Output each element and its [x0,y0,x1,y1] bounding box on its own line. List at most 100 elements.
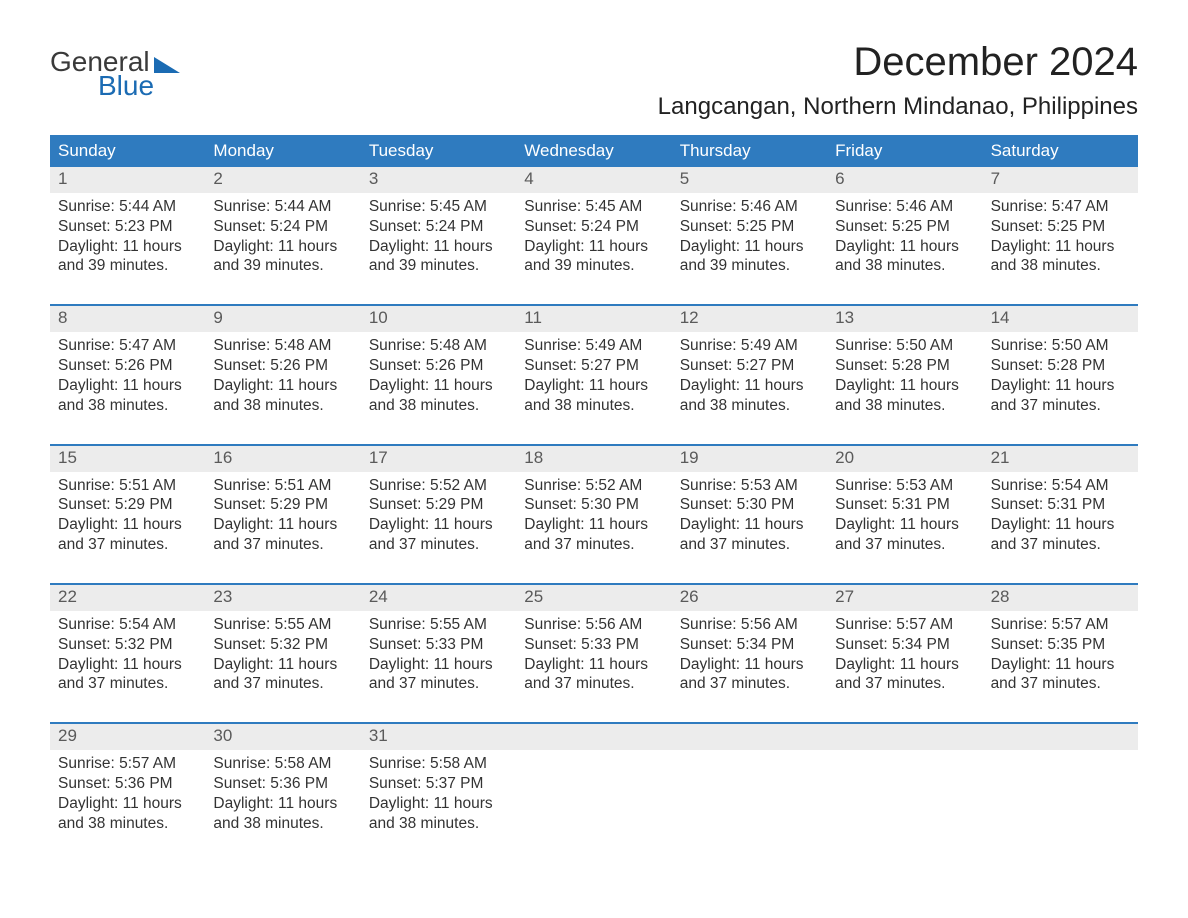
sunrise-line: Sunrise: 5:49 AM [680,336,819,356]
sunrise-line: Sunrise: 5:47 AM [58,336,197,356]
sunrise-line: Sunrise: 5:49 AM [524,336,663,356]
sunset-line: Sunset: 5:32 PM [58,635,197,655]
sunset-line: Sunset: 5:33 PM [369,635,508,655]
sunset-line: Sunset: 5:25 PM [835,217,974,237]
day-cell: Sunrise: 5:52 AMSunset: 5:30 PMDaylight:… [516,472,671,583]
day-cell: Sunrise: 5:56 AMSunset: 5:34 PMDaylight:… [672,611,827,722]
day-number: 1 [50,167,205,193]
day-cell [672,750,827,861]
daylight-line: Daylight: 11 hoursand 39 minutes. [213,237,352,277]
day-number: 10 [361,306,516,332]
daylight-line: Daylight: 11 hoursand 38 minutes. [369,794,508,834]
daylight-line: Daylight: 11 hoursand 38 minutes. [991,237,1130,277]
day-cell: Sunrise: 5:50 AMSunset: 5:28 PMDaylight:… [827,332,982,443]
calendar-week: 891011121314Sunrise: 5:47 AMSunset: 5:26… [50,304,1138,443]
sunrise-line: Sunrise: 5:48 AM [213,336,352,356]
daylight-line: Daylight: 11 hoursand 37 minutes. [213,655,352,695]
daylight-line: Daylight: 11 hoursand 37 minutes. [835,515,974,555]
day-cell: Sunrise: 5:45 AMSunset: 5:24 PMDaylight:… [516,193,671,304]
sunset-line: Sunset: 5:31 PM [991,495,1130,515]
day-cell: Sunrise: 5:58 AMSunset: 5:36 PMDaylight:… [205,750,360,861]
weekday-header: Friday [827,135,982,167]
sunset-line: Sunset: 5:25 PM [680,217,819,237]
daylight-line: Daylight: 11 hoursand 37 minutes. [213,515,352,555]
sunrise-line: Sunrise: 5:51 AM [58,476,197,496]
day-number: 24 [361,585,516,611]
weekday-header: Saturday [983,135,1138,167]
calendar-week: 293031Sunrise: 5:57 AMSunset: 5:36 PMDay… [50,722,1138,861]
day-cell: Sunrise: 5:48 AMSunset: 5:26 PMDaylight:… [205,332,360,443]
day-cell: Sunrise: 5:57 AMSunset: 5:34 PMDaylight:… [827,611,982,722]
sunset-line: Sunset: 5:29 PM [369,495,508,515]
day-number: 19 [672,446,827,472]
sunset-line: Sunset: 5:33 PM [524,635,663,655]
logo-flag-icon [154,57,180,73]
sunset-line: Sunset: 5:36 PM [213,774,352,794]
daylight-line: Daylight: 11 hoursand 38 minutes. [835,237,974,277]
day-cell: Sunrise: 5:57 AMSunset: 5:36 PMDaylight:… [50,750,205,861]
day-number: 6 [827,167,982,193]
day-number: 23 [205,585,360,611]
logo-text-blue: Blue [50,72,180,100]
sunrise-line: Sunrise: 5:52 AM [369,476,508,496]
day-number: 31 [361,724,516,750]
day-number: 15 [50,446,205,472]
title-block: December 2024 Langcangan, Northern Minda… [658,40,1138,121]
sunset-line: Sunset: 5:24 PM [369,217,508,237]
sunrise-line: Sunrise: 5:46 AM [835,197,974,217]
daylight-line: Daylight: 11 hoursand 37 minutes. [524,655,663,695]
sunrise-line: Sunrise: 5:55 AM [213,615,352,635]
day-cell: Sunrise: 5:45 AMSunset: 5:24 PMDaylight:… [361,193,516,304]
sunset-line: Sunset: 5:35 PM [991,635,1130,655]
daylight-line: Daylight: 11 hoursand 37 minutes. [58,655,197,695]
daylight-line: Daylight: 11 hoursand 37 minutes. [524,515,663,555]
day-cell: Sunrise: 5:53 AMSunset: 5:30 PMDaylight:… [672,472,827,583]
sunrise-line: Sunrise: 5:53 AM [835,476,974,496]
sunrise-line: Sunrise: 5:45 AM [369,197,508,217]
day-number: 13 [827,306,982,332]
day-cell: Sunrise: 5:52 AMSunset: 5:29 PMDaylight:… [361,472,516,583]
sunset-line: Sunset: 5:32 PM [213,635,352,655]
daylight-line: Daylight: 11 hoursand 39 minutes. [58,237,197,277]
day-cell [516,750,671,861]
day-cell: Sunrise: 5:54 AMSunset: 5:32 PMDaylight:… [50,611,205,722]
sunrise-line: Sunrise: 5:52 AM [524,476,663,496]
sunrise-line: Sunrise: 5:56 AM [680,615,819,635]
daylight-line: Daylight: 11 hoursand 37 minutes. [680,655,819,695]
sunrise-line: Sunrise: 5:45 AM [524,197,663,217]
day-number: 22 [50,585,205,611]
daylight-line: Daylight: 11 hoursand 37 minutes. [835,655,974,695]
daylight-line: Daylight: 11 hoursand 38 minutes. [369,376,508,416]
sunset-line: Sunset: 5:29 PM [213,495,352,515]
day-cell: Sunrise: 5:46 AMSunset: 5:25 PMDaylight:… [827,193,982,304]
daylight-line: Daylight: 11 hoursand 38 minutes. [680,376,819,416]
day-cell: Sunrise: 5:54 AMSunset: 5:31 PMDaylight:… [983,472,1138,583]
sunset-line: Sunset: 5:34 PM [835,635,974,655]
daylight-line: Daylight: 11 hoursand 37 minutes. [991,655,1130,695]
day-number: 26 [672,585,827,611]
daylight-line: Daylight: 11 hoursand 38 minutes. [835,376,974,416]
sunrise-line: Sunrise: 5:58 AM [369,754,508,774]
sunset-line: Sunset: 5:24 PM [213,217,352,237]
daynum-row: 22232425262728 [50,585,1138,611]
sunrise-line: Sunrise: 5:44 AM [58,197,197,217]
sunset-line: Sunset: 5:26 PM [58,356,197,376]
sunrise-line: Sunrise: 5:47 AM [991,197,1130,217]
day-cell: Sunrise: 5:48 AMSunset: 5:26 PMDaylight:… [361,332,516,443]
month-title: December 2024 [658,40,1138,85]
day-cell: Sunrise: 5:49 AMSunset: 5:27 PMDaylight:… [516,332,671,443]
day-cell [827,750,982,861]
weekday-header: Thursday [672,135,827,167]
sunrise-line: Sunrise: 5:57 AM [835,615,974,635]
calendar: SundayMondayTuesdayWednesdayThursdayFrid… [50,135,1138,862]
day-cell: Sunrise: 5:46 AMSunset: 5:25 PMDaylight:… [672,193,827,304]
sunset-line: Sunset: 5:28 PM [835,356,974,376]
page-header: General Blue December 2024 Langcangan, N… [50,40,1138,121]
day-cell: Sunrise: 5:47 AMSunset: 5:25 PMDaylight:… [983,193,1138,304]
sunset-line: Sunset: 5:23 PM [58,217,197,237]
day-number: 17 [361,446,516,472]
day-cell: Sunrise: 5:44 AMSunset: 5:24 PMDaylight:… [205,193,360,304]
day-cell: Sunrise: 5:53 AMSunset: 5:31 PMDaylight:… [827,472,982,583]
sunrise-line: Sunrise: 5:50 AM [991,336,1130,356]
day-number [827,724,982,750]
